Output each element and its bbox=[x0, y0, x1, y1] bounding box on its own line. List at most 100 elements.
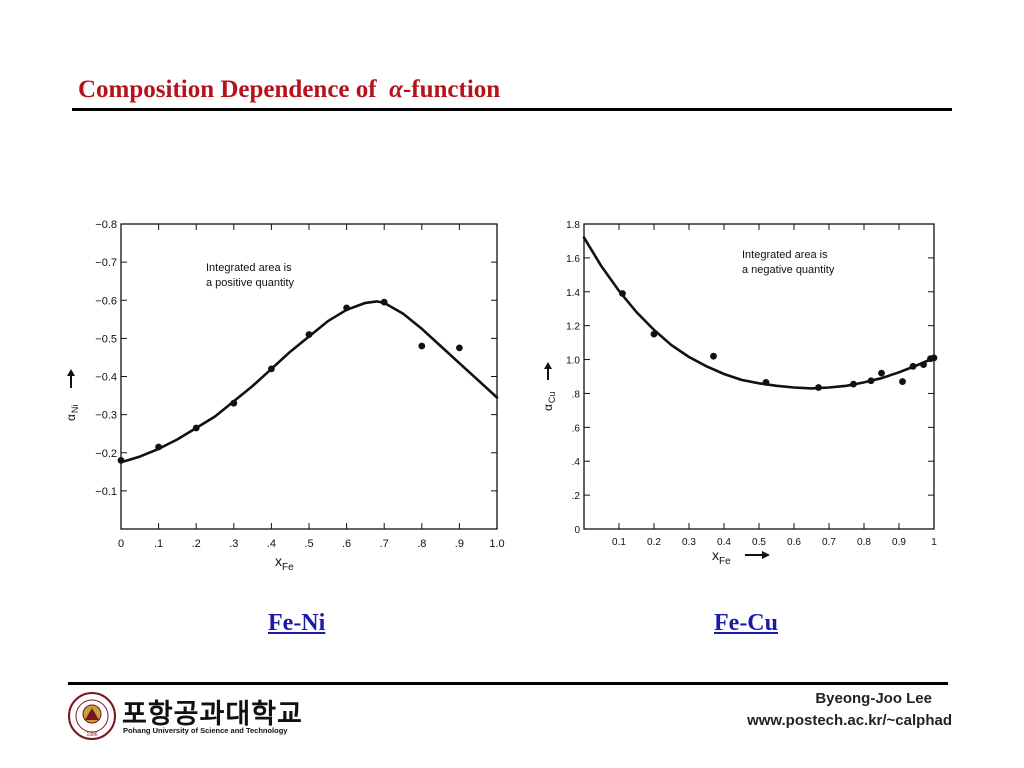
fe-ni-y-tick-label: −0.5 bbox=[95, 333, 117, 345]
fe-cu-data-point bbox=[920, 361, 927, 369]
fe-ni-data-point bbox=[305, 331, 313, 338]
fe-cu-data-point bbox=[930, 354, 938, 362]
fe-ni-x-tick-label: .4 bbox=[267, 538, 276, 550]
fe-cu-x-tick-label: 0.1 bbox=[612, 537, 626, 548]
fe-cu-x-tick-label: 0.2 bbox=[647, 537, 661, 548]
fe-ni-annotation-line: a positive quantity bbox=[206, 277, 295, 289]
fe-cu-y-tick-label: .8 bbox=[572, 389, 581, 400]
fe-ni-x-tick-label: .6 bbox=[342, 538, 351, 550]
website-url[interactable]: www.postech.ac.kr/~calphad bbox=[747, 712, 952, 729]
fe-ni-data-point bbox=[117, 456, 125, 464]
fe-ni-x-label-sub: Fe bbox=[282, 562, 294, 573]
fe-ni-data-point bbox=[343, 304, 350, 312]
fe-ni-x-label-main: x bbox=[275, 553, 282, 569]
fe-ni-plot-group: 0 .1 .2 .3 .4 .5 .6 .7 .8 .9 1.0 −0.1 −0.2 −0.3 −0.4 −0… bbox=[64, 219, 505, 573]
fe-cu-fit-curve bbox=[582, 236, 936, 390]
slide-title: Composition Dependence of α-function bbox=[78, 76, 500, 104]
fe-ni-x-tick-label: .3 bbox=[229, 538, 238, 550]
fe-cu-x-tick-label: 0.9 bbox=[892, 537, 906, 548]
fe-cu-x-tick-label: 0.6 bbox=[787, 537, 801, 548]
fe-ni-y-tick-label: −0.8 bbox=[95, 219, 117, 231]
fe-cu-annotation-line: a negative quantity bbox=[742, 264, 835, 276]
fe-cu-y-tick-label: 1.4 bbox=[566, 288, 580, 299]
fe-ni-y-arrow-head bbox=[67, 369, 75, 376]
fe-cu-y-tick-label: 1.2 bbox=[566, 322, 580, 333]
fe-cu-x-label-sub: Fe bbox=[719, 556, 731, 567]
fe-ni-data-point bbox=[380, 298, 388, 306]
footer-rule bbox=[68, 682, 948, 685]
fe-ni-data-point bbox=[456, 344, 463, 352]
fe-ni-data-point bbox=[155, 443, 163, 451]
fe-cu-x-tick-label: 0.4 bbox=[717, 537, 731, 548]
svg-text:1986: 1986 bbox=[86, 732, 97, 738]
fe-cu-x-tick-label: 0.5 bbox=[752, 537, 766, 548]
title-underline-rule bbox=[72, 108, 952, 111]
fe-cu-data-point bbox=[815, 384, 822, 391]
fe-ni-x-tick-label: .7 bbox=[380, 538, 389, 550]
fe-ni-y-tick-label: −0.4 bbox=[95, 372, 117, 384]
fe-ni-x-axis-label: xFe bbox=[275, 553, 294, 573]
fe-ni-data-point bbox=[418, 342, 426, 350]
fe-ni-x-tick-label: .1 bbox=[154, 538, 163, 550]
fe-ni-data-point bbox=[192, 424, 200, 432]
fe-ni-x-tick-label: 1.0 bbox=[489, 538, 504, 550]
fe-cu-annotation-line: Integrated area is bbox=[742, 249, 828, 261]
university-logo: 1986 포항공과대학교 Pohang University of Scienc… bbox=[68, 690, 328, 746]
fe-cu-data-point bbox=[710, 352, 717, 360]
fe-cu-y-axis-label: αCu bbox=[541, 392, 557, 411]
author-name: Byeong-Joo Lee bbox=[815, 690, 932, 707]
fe-ni-y-tick-label: −0.1 bbox=[95, 486, 117, 498]
fe-cu-x-axis-label: xFe bbox=[712, 547, 731, 567]
fe-cu-y-tick-label: .2 bbox=[572, 491, 581, 502]
fe-ni-annotation-line: Integrated area is bbox=[206, 262, 292, 274]
fe-cu-x-tick-label: 0.8 bbox=[857, 537, 871, 548]
university-seal-icon: 1986 bbox=[68, 692, 116, 740]
fe-ni-data-point bbox=[268, 365, 275, 373]
fe-cu-plot-group: 0.1 0.2 0.3 0.4 0.5 0.6 0.7 0.8 0.9 10.2.4.6.81.0… bbox=[541, 220, 938, 567]
fe-cu-data-point bbox=[762, 379, 770, 386]
fe-cu-data-point bbox=[878, 369, 885, 377]
fe-cu-y-tick-label: 0 bbox=[574, 525, 580, 536]
fe-ni-fit-curve bbox=[119, 300, 499, 464]
title-suffix: -function bbox=[402, 76, 501, 103]
fe-cu-y-tick-label: .6 bbox=[572, 423, 581, 434]
title-prefix: Composition Dependence of bbox=[78, 76, 377, 103]
fe-cu-x-tick-label: 1 bbox=[931, 537, 937, 548]
fe-cu-x-label-main: x bbox=[712, 547, 719, 563]
fe-ni-y-label-sub: Ni bbox=[70, 405, 80, 414]
fe-ni-x-tick-label: .2 bbox=[192, 538, 201, 550]
fe-cu-data-point bbox=[909, 362, 917, 370]
caption-fe-cu: Fe-Cu bbox=[714, 610, 778, 636]
fe-cu-y-tick-label: 1.8 bbox=[566, 220, 580, 231]
caption-fe-ni: Fe-Ni bbox=[268, 610, 326, 636]
fe-ni-y-axis-label: αNi bbox=[64, 405, 80, 421]
fe-ni-x-tick-label: 0 bbox=[118, 538, 124, 550]
fe-cu-data-point bbox=[850, 380, 857, 388]
fe-cu-y-label-main: α bbox=[541, 404, 555, 411]
fe-cu-y-arrow-head bbox=[544, 362, 552, 369]
fe-ni-data-point bbox=[230, 399, 238, 407]
fe-cu-data-point bbox=[619, 290, 626, 297]
fe-cu-data-point bbox=[899, 378, 906, 385]
fe-cu-y-tick-label: 1.0 bbox=[566, 356, 580, 367]
university-korean-name: 포항공과대학교 bbox=[122, 699, 303, 730]
fe-cu-x-tick-label: 0.3 bbox=[682, 537, 696, 548]
fe-cu-y-tick-label: .4 bbox=[572, 457, 581, 468]
fe-ni-x-tick-label: .8 bbox=[417, 538, 426, 550]
fe-cu-data-point bbox=[867, 377, 875, 385]
fe-cu-data-point bbox=[650, 330, 658, 338]
university-english-name: Pohang University of Science and Technol… bbox=[123, 726, 288, 735]
fe-ni-y-tick-label: −0.3 bbox=[95, 410, 117, 422]
fe-ni-x-tick-label: .5 bbox=[304, 538, 313, 550]
fe-cu-x-arrow-head bbox=[762, 551, 770, 559]
fe-ni-y-tick-label: −0.2 bbox=[95, 448, 117, 460]
fe-ni-x-tick-label: .9 bbox=[455, 538, 464, 550]
title-alpha-symbol: α bbox=[389, 76, 403, 103]
fe-ni-y-tick-label: −0.6 bbox=[95, 295, 117, 307]
fe-cu-y-label-sub: Cu bbox=[547, 392, 557, 404]
fe-cu-x-tick-label: 0.7 bbox=[822, 537, 836, 548]
fe-ni-y-label-main: α bbox=[64, 414, 78, 421]
fe-ni-y-tick-label: −0.7 bbox=[95, 257, 117, 269]
